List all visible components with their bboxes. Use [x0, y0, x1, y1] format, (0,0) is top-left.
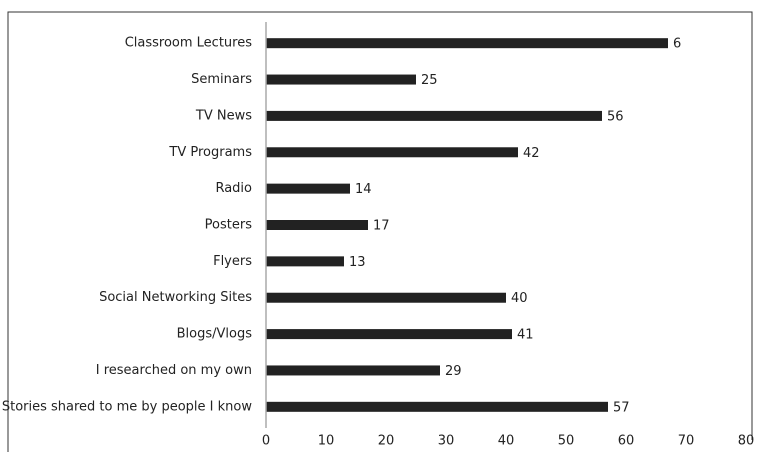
- x-tick-label: 30: [438, 434, 455, 449]
- x-tick-label: 60: [618, 434, 635, 449]
- y-tick-label: Blogs/Vlogs: [177, 327, 253, 342]
- value-label: 40: [511, 291, 528, 306]
- y-tick-label: Posters: [205, 218, 253, 233]
- y-tick-label: Classroom Lectures: [125, 36, 253, 51]
- x-tick-label: 0: [262, 434, 270, 449]
- x-tick-label: 70: [678, 434, 695, 449]
- y-tick-label: TV Programs: [168, 145, 252, 160]
- chart-frame: [7, 11, 753, 452]
- y-tick-label: TV News: [195, 108, 252, 123]
- bar: [266, 147, 518, 158]
- bar: [266, 365, 440, 376]
- y-tick-label: Seminars: [191, 72, 252, 87]
- y-tick-label: Radio: [215, 181, 252, 196]
- y-tick-label: Social Networking Sites: [99, 290, 252, 305]
- bar: [266, 401, 608, 412]
- value-label: 25: [421, 73, 438, 88]
- value-label: 57: [613, 400, 630, 415]
- y-tick-label: I researched on my own: [96, 363, 252, 378]
- value-label: 14: [355, 182, 372, 197]
- bar: [266, 329, 512, 340]
- bar: [266, 220, 368, 230]
- x-tick-label: 20: [378, 434, 395, 449]
- y-tick-label: Stories shared to me by people I know: [2, 399, 253, 414]
- value-label: 6: [673, 37, 681, 52]
- bar: [266, 38, 668, 49]
- bar: [266, 110, 602, 121]
- value-label: 13: [349, 255, 366, 270]
- value-label: 56: [607, 109, 624, 124]
- value-label: 41: [517, 328, 534, 343]
- bar: [266, 292, 506, 303]
- x-tick-label: 80: [738, 434, 755, 449]
- bar: [266, 256, 344, 267]
- bar: [266, 183, 350, 194]
- x-tick-label: 10: [318, 434, 335, 449]
- y-tick-label: Flyers: [213, 254, 252, 269]
- value-label: 17: [373, 219, 390, 234]
- x-tick-label: 50: [558, 434, 575, 449]
- bar: [266, 74, 416, 85]
- value-label: 42: [523, 146, 540, 161]
- value-label: 29: [445, 364, 462, 379]
- x-tick-label: 40: [498, 434, 515, 449]
